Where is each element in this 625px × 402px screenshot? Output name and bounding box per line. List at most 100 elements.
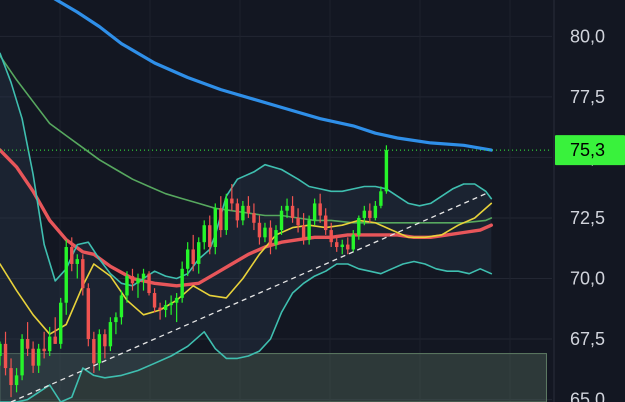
candle-body: [185, 249, 190, 269]
y-tick-label: 80,0: [570, 26, 605, 46]
candle-body: [263, 227, 267, 238]
candle-body: [86, 288, 91, 340]
candle-body: [31, 348, 35, 366]
candle: [219, 196, 223, 238]
y-tick-label: 67,5: [570, 329, 605, 349]
candle: [147, 271, 151, 296]
candle: [279, 205, 284, 235]
candle-body: [114, 317, 118, 323]
candle-body: [257, 222, 262, 238]
candle: [307, 215, 311, 245]
candle-body: [103, 334, 107, 347]
support-zone: [0, 353, 547, 402]
candle-body: [174, 297, 179, 303]
candle: [191, 234, 195, 272]
candle: [81, 254, 85, 296]
candle: [59, 297, 63, 349]
candle-body: [119, 295, 124, 318]
candle: [36, 343, 41, 373]
candle-body: [246, 205, 251, 214]
candle: [86, 283, 91, 347]
candle-body: [75, 259, 79, 264]
candle-body: [25, 339, 30, 349]
candle: [285, 198, 289, 218]
candle: [357, 215, 361, 240]
candle: [163, 300, 168, 318]
candle-body: [70, 247, 74, 264]
candle: [174, 293, 179, 323]
candle: [64, 239, 68, 315]
candle: [180, 261, 184, 303]
last-price-label: 75,3: [570, 140, 605, 160]
y-tick-label: 72,5: [570, 208, 605, 228]
candle: [318, 193, 322, 223]
line-ma_mid: [0, 54, 493, 224]
price-axis[interactable]: 65,067,570,072,575,077,580,075,3: [553, 0, 625, 402]
candle-body: [340, 244, 344, 248]
candle: [362, 205, 367, 226]
candle: [97, 329, 102, 371]
candle-body: [208, 225, 212, 248]
candle: [152, 288, 157, 313]
candle-body: [219, 208, 223, 231]
candle: [169, 295, 173, 315]
candle-body: [274, 230, 278, 245]
candle-body: [141, 273, 146, 279]
candle-body: [307, 220, 311, 240]
candle-body: [158, 307, 162, 310]
candle-body: [125, 276, 129, 296]
candle-body: [384, 150, 389, 192]
candle-body: [318, 203, 322, 216]
candle: [202, 220, 206, 250]
candle-body: [335, 242, 339, 248]
line-band: [0, 52, 493, 287]
candle-body: [14, 375, 19, 386]
candle: [25, 322, 30, 356]
price-axis-background: [554, 0, 625, 402]
candle-body: [312, 203, 317, 221]
candle-body: [3, 343, 8, 369]
candle-body: [224, 198, 229, 231]
candle: [208, 215, 212, 255]
candle: [257, 215, 262, 245]
candle-body: [346, 244, 350, 250]
candle-body: [147, 273, 151, 294]
candle: [197, 237, 201, 274]
candle: [3, 331, 8, 376]
candle: [47, 326, 52, 356]
candle-body: [323, 215, 328, 231]
candle: [224, 193, 229, 235]
candle-body: [368, 210, 372, 218]
candle-body: [296, 217, 300, 226]
candle: [230, 184, 234, 211]
candle-body: [130, 276, 135, 284]
candle: [0, 341, 2, 366]
candle: [368, 203, 372, 223]
candle: [213, 203, 217, 255]
candle: [246, 196, 251, 218]
candle-body: [191, 249, 195, 264]
candle-body: [268, 227, 273, 245]
candles: [0, 145, 389, 398]
candle: [130, 268, 135, 291]
candle: [329, 222, 333, 248]
candle-body: [290, 205, 295, 218]
y-tick-label: 70,0: [570, 268, 605, 288]
candle-body: [59, 302, 63, 344]
candle: [379, 186, 383, 209]
candle-body: [279, 210, 284, 231]
candle: [75, 254, 79, 279]
candle-body: [230, 198, 234, 204]
candle-body: [108, 322, 113, 347]
candle: [296, 208, 300, 233]
candle: [290, 196, 295, 223]
candle: [20, 334, 24, 381]
candle: [274, 225, 278, 250]
candle-body: [235, 203, 240, 221]
candle-body: [64, 247, 68, 303]
candle-body: [180, 268, 184, 298]
candle: [373, 201, 378, 221]
candle-body: [42, 348, 46, 352]
candle: [312, 198, 317, 226]
